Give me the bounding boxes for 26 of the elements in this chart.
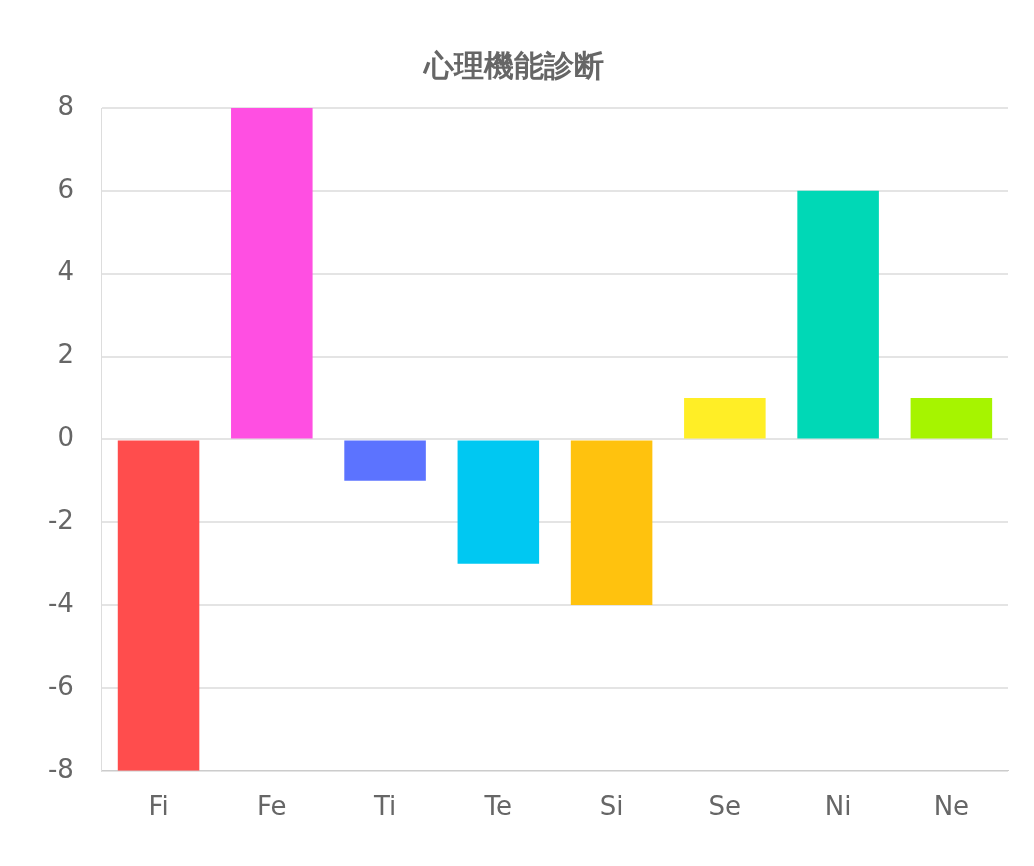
x-tick-label: Ti bbox=[372, 791, 397, 822]
bar bbox=[231, 108, 313, 439]
y-tick-label: -4 bbox=[47, 587, 74, 618]
x-tick-label: Fi bbox=[148, 791, 169, 822]
bar bbox=[117, 440, 200, 771]
x-tick-label: Se bbox=[708, 791, 742, 822]
x-tick-label: Ni bbox=[824, 791, 852, 822]
bar bbox=[570, 440, 653, 606]
bar bbox=[797, 190, 879, 439]
bar bbox=[344, 440, 426, 481]
x-tick-label: Te bbox=[483, 791, 513, 822]
y-tick-label: -2 bbox=[47, 505, 74, 535]
x-tick-label: Si bbox=[599, 791, 624, 822]
bar bbox=[457, 440, 540, 564]
chart-title: 心理機能診断 bbox=[422, 47, 604, 83]
y-tick-label: 8 bbox=[57, 90, 74, 121]
x-tick-label: Fe bbox=[257, 791, 287, 822]
bar bbox=[910, 397, 993, 439]
y-tick-label: 4 bbox=[57, 256, 74, 287]
y-tick-label: 0 bbox=[57, 422, 74, 453]
x-tick-label: Ne bbox=[933, 791, 970, 822]
y-tick-label: 6 bbox=[57, 173, 74, 204]
y-tick-label: 2 bbox=[57, 339, 74, 370]
y-tick-label: -8 bbox=[47, 753, 74, 784]
y-tick-label: -6 bbox=[47, 670, 74, 701]
bar bbox=[684, 397, 766, 439]
